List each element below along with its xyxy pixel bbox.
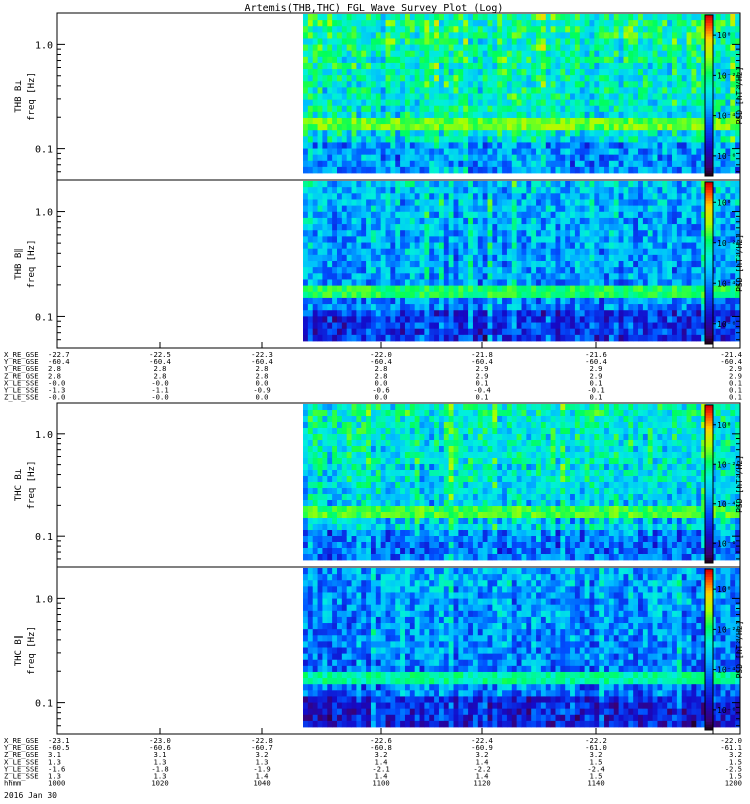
y-label-probe: THB B∥ [14,248,24,280]
ephem-value: 1200 [725,779,742,788]
y-label-unit: freq [Hz] [27,72,37,121]
colorbar-tick-label: 10⁻⁴ [717,279,736,288]
ephem-value: -0.0 [48,393,65,402]
x-axis-ticks [57,728,713,734]
ephemeris-thc: X_RE_GSEY_RE_GSEZ_RE_GSEX_LE_SSEY_LE_SSE… [4,736,742,788]
colorbar-tick-label: 10⁻⁴ [717,112,736,121]
panel-thb-bpar: 1.0 0.1 THB B∥freq [Hz] [14,180,740,348]
ephem-value: 1100 [372,779,389,788]
ephemeris-thb: X_RE_GSEY_RE_GSEY_RE_GSEZ_RE_GSEX_LE_SSE… [4,350,742,402]
ephem-value: 0.0 [375,393,388,402]
ephem-value: 1000 [48,779,65,788]
ephem-label: hhmm [4,779,21,788]
ephem-value: 0.1 [729,393,742,402]
colorbar-label: PSD [nT²/Hz] [735,67,744,125]
colorbar-tick-label: 10⁰ [717,421,731,430]
x-axis-ticks [57,342,713,348]
colorbar-label: PSD [nT²/Hz] [735,455,744,513]
spectrogram-thc-bperp [303,404,740,560]
colorbar-tick-label: 10⁻² [717,239,736,248]
panel-thc-bpar: 1.0 0.1 THC B∥freq [Hz] [14,567,740,734]
ephem-value: 0.0 [256,393,269,402]
spectrogram-thb-bpar [303,181,740,341]
colorbar-tick-label: 10⁻⁶ [717,706,736,715]
colorbar-tick-label: 10⁻⁶ [717,152,736,161]
colorbar-tick-label: 10⁻⁶ [717,539,736,548]
y-label-probe: THC B∥ [14,635,24,667]
colorbar-tick-label: 10⁰ [717,31,731,40]
colorbar-tick-label: 10⁻⁴ [717,666,736,675]
y-tick-label: 0.1 [35,532,53,543]
colorbar-tick-label: 10⁻² [717,460,736,469]
y-tick-label: 1.0 [35,594,53,605]
colorbar-tick-label: 10⁻⁶ [717,320,736,329]
colorbar-tick-label: 10⁻⁴ [717,500,736,509]
y-tick-label: 0.1 [35,312,53,323]
colorbar-label: PSD [nT²/Hz] [735,621,744,679]
colorbar-tick-label: 10⁰ [717,585,731,594]
colorbar-label: PSD [nT²/Hz] [735,234,744,292]
y-label-unit: freq [Hz] [27,626,37,675]
panel-thc-bperp: 1.0 0.1 THC B⊥freq [Hz] [14,403,740,567]
ephem-value: 1120 [473,779,490,788]
y-tick-label: 0.1 [35,699,53,710]
ephem-value: 1040 [253,779,270,788]
ephem-value: 1140 [587,779,604,788]
spectrogram-thb-bperp [303,14,740,173]
y-tick-label: 0.1 [35,145,53,156]
y-tick-label: 1.0 [35,430,53,441]
y-tick-label: 1.0 [35,40,53,51]
ephem-value: 0.1 [590,393,603,402]
ephem-value: 0.1 [476,393,489,402]
y-label-probe: THC B⊥ [14,468,24,501]
y-label-unit: freq [Hz] [27,240,37,289]
colorbar-tick-label: 10⁰ [717,198,731,207]
spectrogram-thc-bpar [303,568,740,727]
panel-thb-bperp: 1.0 0.1 THB B⊥freq [Hz] [14,13,740,180]
footer-date: 2016 Jan 30 [4,791,57,800]
chart-title: Artemis(THB,THC) FGL Wave Survey Plot (L… [245,3,504,14]
y-label-probe: THB B⊥ [14,80,24,113]
y-tick-label: 1.0 [35,208,53,219]
colorbar-tick-label: 10⁻² [717,625,736,634]
ephem-value: -0.0 [151,393,168,402]
y-label-unit: freq [Hz] [27,461,37,510]
ephem-value: 1020 [151,779,168,788]
colorbar-tick-label: 10⁻² [717,71,736,80]
ephem-label: Z_LE_SSE [4,393,39,402]
